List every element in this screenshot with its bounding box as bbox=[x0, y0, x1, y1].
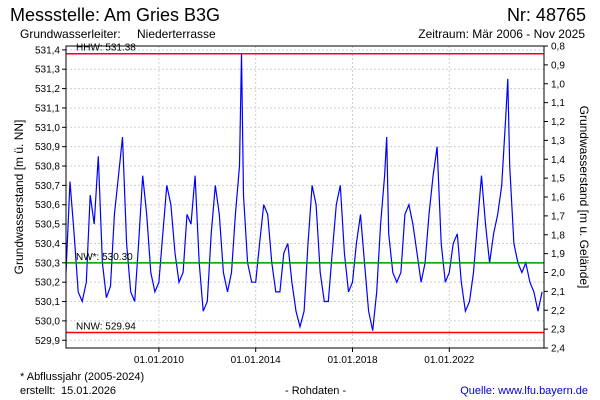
tick-label-left: 530,2 bbox=[35, 278, 60, 289]
tick-label-left: 530,0 bbox=[35, 316, 60, 327]
tick-label-right: 0,9 bbox=[551, 60, 565, 71]
tick-label-right: 1,8 bbox=[551, 230, 565, 241]
reference-label: HHW: 531.38 bbox=[76, 43, 136, 54]
aquifer-value: Niederterrasse bbox=[137, 27, 216, 41]
created-date: 15.01.2026 bbox=[61, 385, 117, 397]
tick-label-right: 1,7 bbox=[551, 211, 565, 222]
tick-label-right: 2,0 bbox=[551, 268, 565, 279]
footnote: * Abflussjahr (2005-2024) bbox=[20, 371, 145, 383]
tick-label-left: 530,5 bbox=[35, 220, 60, 231]
tick-label-left: 530,3 bbox=[35, 258, 60, 269]
tick-label-right: 1,2 bbox=[551, 117, 565, 128]
tick-label-left: 530,8 bbox=[35, 162, 60, 173]
tick-label-x: 01.01.2010 bbox=[134, 355, 184, 366]
tick-label-left: 531,2 bbox=[35, 84, 60, 95]
tick-label-left: 530,9 bbox=[35, 142, 60, 153]
station-number: Nr: 48765 bbox=[506, 5, 586, 25]
tick-label-right: 2,2 bbox=[551, 306, 565, 317]
reference-label: NW*: 530.30 bbox=[76, 252, 133, 263]
tick-label-right: 1,5 bbox=[551, 174, 565, 185]
tick-label-left: 530,6 bbox=[35, 200, 60, 211]
tick-label-right: 1,4 bbox=[551, 155, 565, 166]
data-type-label: - Rohdaten - bbox=[285, 385, 347, 397]
tick-label-x: 01.01.2018 bbox=[327, 355, 377, 366]
tick-label-right: 2,3 bbox=[551, 325, 565, 336]
tick-label-left: 530,7 bbox=[35, 181, 60, 192]
created-label: erstellt: bbox=[20, 385, 56, 397]
tick-label-right: 1,6 bbox=[551, 193, 565, 204]
tick-label-left: 531,1 bbox=[35, 103, 60, 114]
tick-label-left: 530,1 bbox=[35, 297, 60, 308]
tick-label-right: 1,9 bbox=[551, 249, 565, 260]
tick-label-right: 0,8 bbox=[551, 42, 565, 53]
y-axis-label-left: Grundwasserstand [m ü. NN] bbox=[12, 120, 26, 275]
series-line bbox=[65, 53, 543, 331]
tick-label-left: 529,9 bbox=[35, 336, 60, 347]
tick-label-right: 2,4 bbox=[551, 344, 565, 355]
reference-label: NNW: 529.94 bbox=[76, 322, 136, 333]
tick-label-left: 531,0 bbox=[35, 123, 60, 134]
tick-label-right: 1,3 bbox=[551, 136, 565, 147]
tick-label-right: 1,0 bbox=[551, 79, 565, 90]
tick-label-left: 531,3 bbox=[35, 65, 60, 76]
y-axis-label-right: Grundwasserstand [m u. Gelände] bbox=[577, 106, 591, 289]
period: Zeitraum: Mär 2006 - Nov 2025 bbox=[418, 27, 585, 41]
tick-label-right: 1,1 bbox=[551, 98, 565, 109]
station-title: Messstelle: Am Gries B3G bbox=[10, 5, 221, 25]
tick-label-right: 2,1 bbox=[551, 287, 565, 298]
aquifer-label: Grundwasserleiter: bbox=[20, 27, 121, 41]
tick-label-left: 530,4 bbox=[35, 239, 60, 250]
source-link[interactable]: Quelle: www.lfu.bayern.de bbox=[460, 385, 588, 397]
tick-label-x: 01.01.2022 bbox=[424, 355, 474, 366]
tick-label-x: 01.01.2014 bbox=[231, 355, 281, 366]
tick-label-left: 531,4 bbox=[35, 45, 60, 56]
